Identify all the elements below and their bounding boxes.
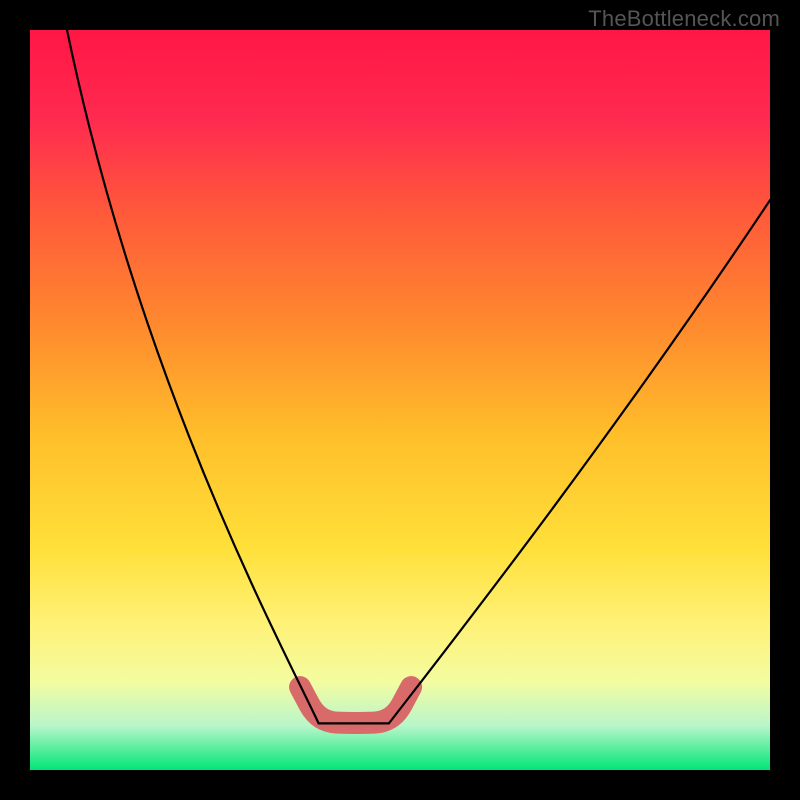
bottleneck-curve <box>67 30 770 723</box>
watermark-text: TheBottleneck.com <box>588 6 780 32</box>
chart-svg-layer <box>30 30 770 770</box>
chart-plot-area <box>30 30 770 770</box>
